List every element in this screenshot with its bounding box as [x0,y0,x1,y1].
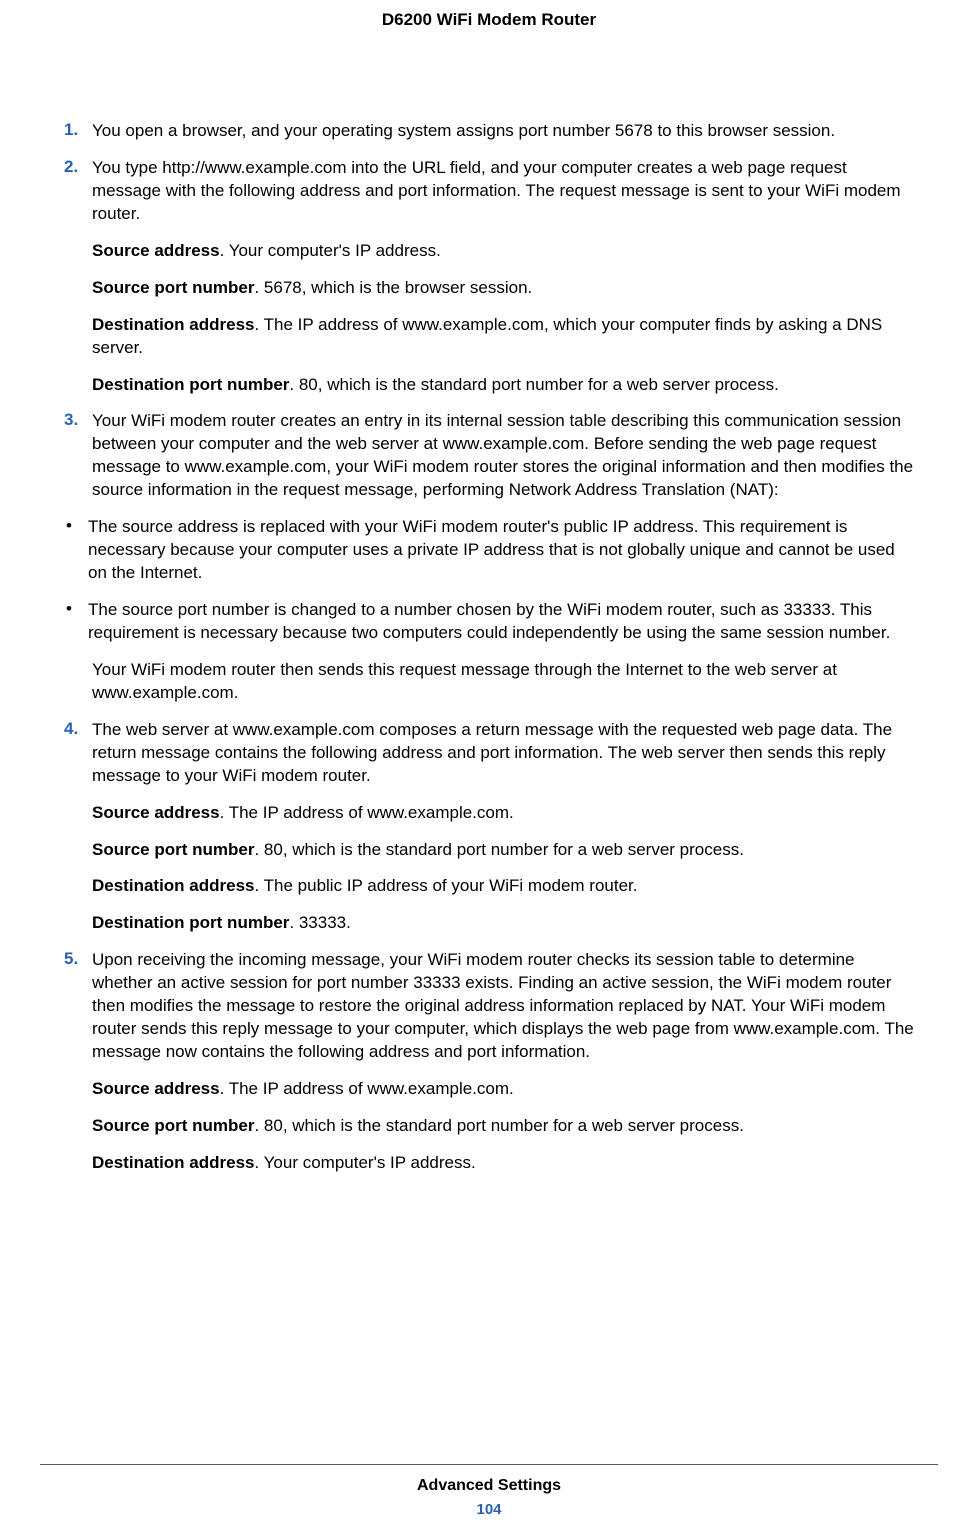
page-footer: Advanced Settings 104 [40,1464,938,1518]
step-3: 3. Your WiFi modem router creates an ent… [60,410,918,502]
def-desc: . 5678, which is the browser session. [254,278,532,297]
step-body: The web server at www.example.com compos… [92,719,918,788]
definition-dest-port: Destination port number. 80, which is th… [92,374,918,397]
footer-page-number: 104 [40,1501,938,1518]
def-term: Source address [92,1079,220,1098]
definition-source-address: Source address. The IP address of www.ex… [92,802,918,825]
definition-source-address: Source address. The IP address of www.ex… [92,1078,918,1101]
def-desc: . The IP address of www.example.com. [220,1079,514,1098]
def-term: Source address [92,241,220,260]
def-desc: . 33333. [289,913,350,932]
definition-dest-address: Destination address. Your computer's IP … [92,1152,918,1175]
def-term: Source port number [92,1116,254,1135]
def-term: Destination port number [92,375,289,394]
step-4: 4. The web server at www.example.com com… [60,719,918,788]
def-term: Destination port number [92,913,289,932]
step-3-tail: Your WiFi modem router then sends this r… [92,659,918,705]
definition-dest-port: Destination port number. 33333. [92,912,918,935]
footer-section: Advanced Settings [40,1477,938,1495]
def-term: Source address [92,803,220,822]
def-desc: . 80, which is the standard port number … [254,840,743,859]
step-5: 5. Upon receiving the incoming message, … [60,949,918,1064]
step-number: 4. [60,719,92,788]
step-body: Upon receiving the incoming message, you… [92,949,918,1064]
def-term: Destination address [92,876,255,895]
definition-source-port: Source port number. 80, which is the sta… [92,1115,918,1138]
definition-dest-address: Destination address. The IP address of w… [92,314,918,360]
step-body: Your WiFi modem router creates an entry … [92,410,918,502]
def-desc: . Your computer's IP address. [255,1153,476,1172]
bullet-text: The source address is replaced with your… [88,516,918,585]
definition-source-port: Source port number. 5678, which is the b… [92,277,918,300]
page-container: D6200 WiFi Modem Router 1. You open a br… [0,0,978,1175]
step-number: 5. [60,949,92,1064]
def-term: Destination address [92,1153,255,1172]
definition-source-port: Source port number. 80, which is the sta… [92,839,918,862]
def-desc: . 80, which is the standard port number … [289,375,778,394]
def-term: Source port number [92,840,254,859]
step-1: 1. You open a browser, and your operatin… [60,120,918,143]
step-number: 3. [60,410,92,502]
definition-dest-address: Destination address. The public IP addre… [92,875,918,898]
step-body: You open a browser, and your operating s… [92,120,918,143]
bullet-item: • The source address is replaced with yo… [60,516,918,585]
definition-source-address: Source address. Your computer's IP addre… [92,240,918,263]
bullet-text: The source port number is changed to a n… [88,599,918,645]
step-number: 1. [60,120,92,143]
def-desc: . 80, which is the standard port number … [254,1116,743,1135]
page-title: D6200 WiFi Modem Router [60,10,918,30]
step-body: You type http://www.example.com into the… [92,157,918,226]
def-desc: . The public IP address of your WiFi mod… [255,876,638,895]
bullet-icon: • [60,599,88,645]
bullet-item: • The source port number is changed to a… [60,599,918,645]
def-term: Destination address [92,315,255,334]
bullet-icon: • [60,516,88,585]
step-number: 2. [60,157,92,226]
def-desc: . Your computer's IP address. [220,241,441,260]
step-2: 2. You type http://www.example.com into … [60,157,918,226]
def-desc: . The IP address of www.example.com. [220,803,514,822]
def-term: Source port number [92,278,254,297]
